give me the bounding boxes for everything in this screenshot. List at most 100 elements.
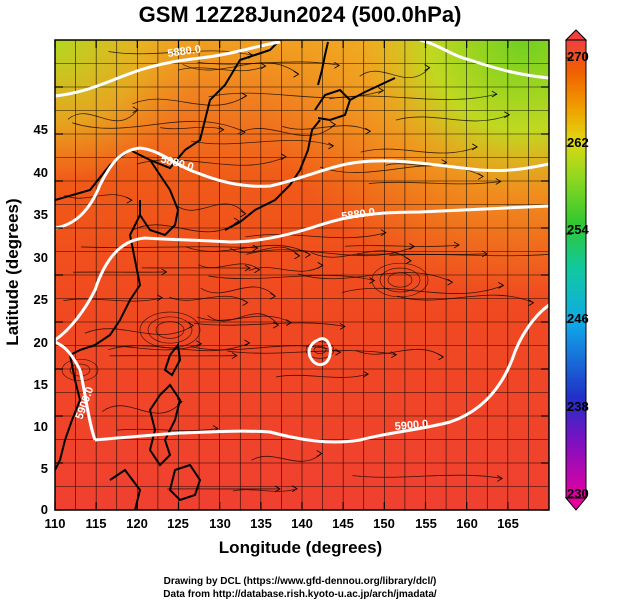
streamline-arrow	[409, 243, 416, 250]
x-tick-label: 110	[44, 516, 66, 531]
streamline-arrow	[305, 251, 312, 259]
streamline-arrow	[405, 257, 412, 265]
y-tick-label: 5	[40, 461, 48, 476]
eddy-streamline	[305, 341, 335, 359]
streamline	[342, 284, 504, 294]
y-tick-label: 35	[33, 207, 48, 222]
streamline	[368, 181, 501, 185]
coastline-china-east	[69, 214, 142, 356]
streamline-arrow	[504, 111, 511, 119]
streamline-arrow	[244, 339, 251, 347]
streamline	[132, 95, 247, 106]
streamline-arrow	[365, 127, 372, 135]
coastline-taiwan	[163, 342, 182, 377]
eddy-streamline	[147, 316, 193, 344]
y-tick-label: 45	[33, 122, 48, 137]
coastline-sakhalin	[317, 41, 329, 86]
streamline-arrow	[438, 353, 445, 361]
eddy-streamline	[371, 262, 429, 298]
colorbar-tick-label: 238	[567, 399, 589, 414]
streamline	[63, 297, 163, 302]
streamline	[207, 313, 279, 326]
colorbar-tick-label: 254	[567, 222, 589, 237]
eddy-streamline	[313, 346, 327, 354]
y-tick-label: 25	[33, 292, 48, 307]
eddy-streamline	[379, 267, 421, 293]
eddy-streamline	[387, 272, 413, 288]
streamline	[84, 325, 194, 335]
credit-data-source: Data from http://database.rish.kyoto-u.a…	[163, 589, 437, 600]
coastline-korea	[139, 159, 180, 237]
streamline	[275, 373, 369, 378]
streamline-arrow	[495, 178, 502, 185]
coastline-mindanao	[168, 463, 202, 502]
streamline-arrow	[254, 266, 261, 274]
x-tick-label: 125	[167, 516, 189, 531]
contour-label: 5880.0	[341, 206, 376, 223]
streamline	[310, 250, 412, 262]
contour-5900-south	[94, 303, 549, 444]
y-tick-label: 0	[40, 502, 48, 517]
streamline	[182, 62, 299, 75]
x-tick-label: 155	[415, 516, 437, 531]
y-tick-label: 15	[33, 377, 48, 392]
streamline	[232, 488, 298, 492]
streamline-arrow	[252, 244, 259, 252]
map-plot-area: 5880.0 5880.0 5880.0 5900.0 5900.0	[55, 40, 549, 510]
streamline-arrow	[472, 143, 478, 151]
streamline	[198, 263, 260, 271]
streamline-arrow	[241, 92, 248, 100]
x-axis-label: Longitude (degrees)	[218, 538, 383, 557]
streamline	[193, 322, 346, 327]
latlon-grid	[55, 40, 549, 510]
x-tick-label: 160	[456, 516, 478, 531]
streamline	[246, 246, 415, 257]
contour-5820-north	[55, 40, 281, 98]
streamline	[72, 120, 246, 133]
streamline	[237, 124, 336, 136]
streamline-arrow	[233, 217, 240, 225]
streamline-arrow	[316, 450, 323, 457]
eddy-streamline	[155, 321, 185, 339]
x-tick-label: 145	[332, 516, 354, 531]
streamline-arrow	[362, 370, 369, 378]
coastline-luzon	[148, 383, 182, 467]
streamline-arrow	[156, 294, 163, 302]
streamline-arrow	[242, 299, 249, 306]
streamline-arrow	[293, 70, 300, 78]
streamline-arrow	[491, 90, 498, 98]
streamline	[360, 146, 478, 154]
streamline	[191, 139, 334, 147]
contour-5900-north	[55, 204, 549, 342]
x-tick-label: 135	[250, 516, 272, 531]
coastline-japan-honshu	[224, 119, 321, 231]
y-tick-label: 40	[33, 165, 48, 180]
streamline-arrow	[391, 351, 398, 359]
streamline	[227, 350, 397, 356]
streamline-arrow	[528, 299, 535, 307]
colorbar-tick-label: 270	[567, 49, 589, 64]
streamline	[81, 343, 202, 351]
streamline	[190, 345, 341, 353]
streamline-arrow	[273, 321, 280, 329]
streamline-arrow	[260, 62, 267, 70]
streamline-arrow	[161, 268, 168, 276]
x-tick-label: 150	[373, 516, 395, 531]
streamline	[200, 286, 276, 297]
colorbar-bottom-arrow	[564, 497, 588, 511]
eddy-streamline	[61, 358, 99, 382]
colorbar-tick-label: 246	[567, 311, 589, 326]
streamline	[102, 401, 183, 414]
contour-label: 5900.0	[394, 418, 429, 433]
y-tick-label: 10	[33, 419, 48, 434]
wind-streamlines	[61, 50, 549, 493]
streamline-arrow	[218, 126, 225, 133]
coastline-kuril	[349, 77, 396, 101]
streamline-arrow	[378, 87, 385, 94]
colorbar-tick-label: 230	[567, 486, 589, 501]
streamline	[329, 93, 497, 100]
streamline	[64, 194, 132, 201]
streamline-arrow	[126, 196, 133, 204]
contour-5880-north	[55, 146, 549, 230]
